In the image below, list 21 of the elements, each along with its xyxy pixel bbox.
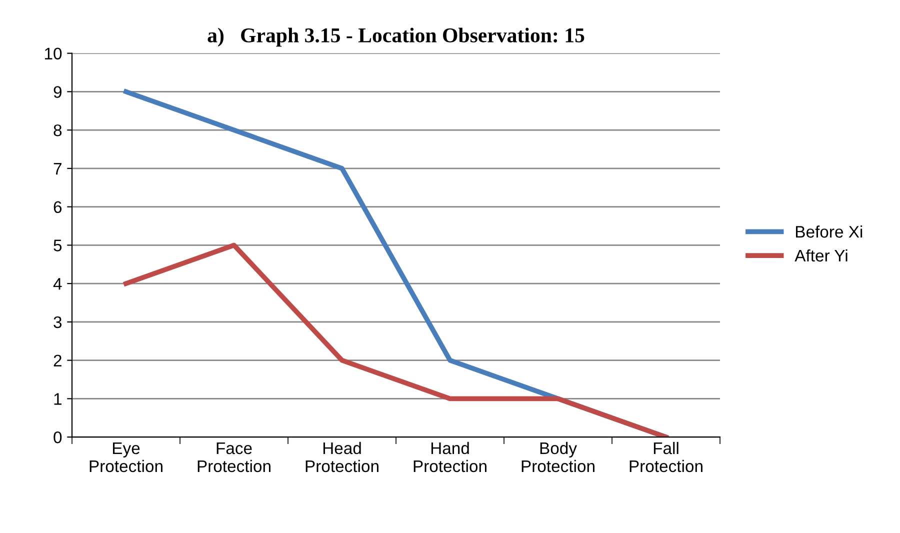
x-tick-label: Eye Protection [90, 442, 162, 472]
y-tick-label: 4 [53, 278, 62, 290]
y-tick-label: 6 [54, 201, 62, 214]
y-tick-label: 9 [54, 86, 62, 98]
x-tick-label: Head Protection [306, 442, 378, 472]
y-tick-label: 10 [45, 48, 62, 60]
y-tick-label: 8 [54, 124, 62, 136]
y-tick-label: 3 [54, 316, 62, 328]
y-tick-label: 7 [54, 163, 62, 174]
legend-label: Before Xi [796, 225, 862, 238]
y-tick-label: 1 [54, 393, 62, 405]
x-tick-label: Hand Protection [414, 442, 486, 472]
x-tick-label: Face Protection [198, 442, 270, 472]
line-series [124, 242, 668, 438]
x-tick-label: Fall Protection [630, 442, 702, 472]
y-tick-label: 5 [54, 240, 62, 252]
y-tick-label: 2 [54, 354, 62, 366]
legend-label: After Yi [794, 249, 848, 262]
y-tick-label: 0 [54, 431, 62, 444]
chart-title: a) Graph 3.15 - Location Observation: 15 [208, 28, 584, 47]
x-tick-label: Body Protection [522, 442, 594, 472]
